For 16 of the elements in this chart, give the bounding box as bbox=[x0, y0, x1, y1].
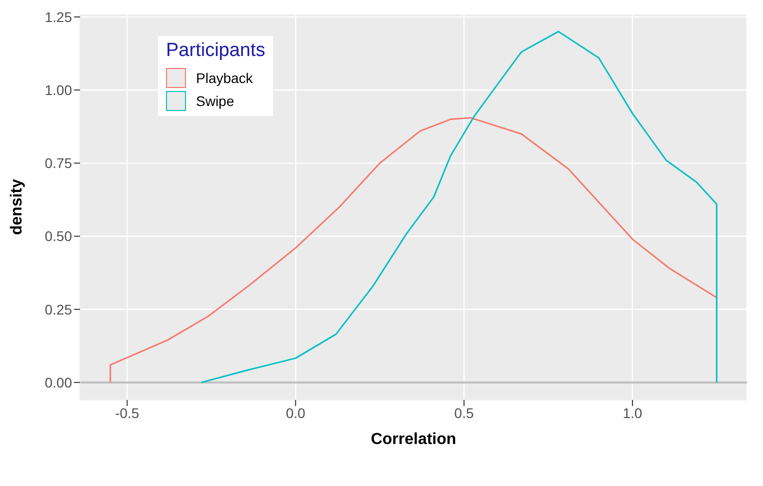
x-axis-title: Correlation bbox=[370, 431, 456, 448]
legend-label: Swipe bbox=[196, 92, 234, 108]
y-tick-label: 1.00 bbox=[44, 82, 72, 98]
x-tick-label: 0.5 bbox=[454, 404, 474, 421]
y-tick-label: 1.25 bbox=[44, 8, 72, 25]
legend-label: Playback bbox=[196, 70, 253, 86]
y-tick-label: 0.00 bbox=[44, 374, 72, 390]
line-series bbox=[110, 117, 718, 384]
legend-title: Participants bbox=[166, 40, 266, 62]
y-tick-label: 0.50 bbox=[44, 228, 72, 244]
x-tick-label: 1.0 bbox=[622, 404, 642, 421]
x-tick-label: 0.0 bbox=[286, 404, 306, 421]
y-tick-label: 0.25 bbox=[44, 301, 72, 318]
y-axis-title: density bbox=[8, 178, 26, 236]
x-tick-label: -0.5 bbox=[115, 404, 140, 421]
y-tick-label: 0.75 bbox=[44, 155, 72, 172]
